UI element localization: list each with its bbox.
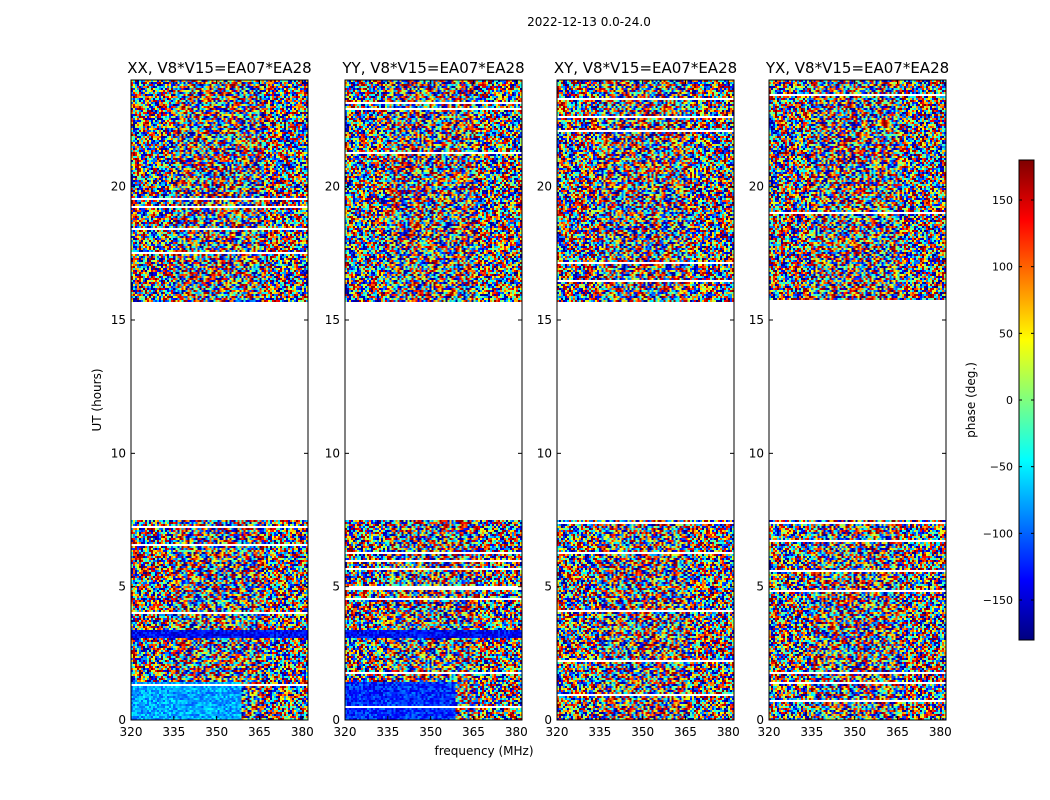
- x-tick-label: 380: [929, 725, 952, 739]
- y-tick-label: 20: [537, 180, 552, 194]
- panel-title-2: YY, V8*V15=EA07*EA28: [341, 59, 524, 77]
- y-tick-label: 10: [749, 446, 764, 460]
- y-tick-label: 15: [111, 313, 126, 327]
- colorbar: −150 −100 −50 0 50 100 150 phase (deg.): [964, 159, 1035, 641]
- y-tick-label: 5: [756, 580, 764, 594]
- panel-title-1: XX, V8*V15=EA07*EA28: [127, 59, 311, 77]
- heatmap-image-1: [131, 80, 308, 720]
- plot-frame-4: [768, 79, 947, 721]
- y-tick-label: 0: [332, 713, 340, 727]
- panel-title-4: YX, V8*V15=EA07*EA28: [765, 59, 949, 77]
- colorbar-tick-label: −50: [990, 461, 1013, 474]
- panel-title-3: XY, V8*V15=EA07*EA28: [554, 59, 737, 77]
- x-tick-label: 335: [376, 725, 399, 739]
- colorbar-tick-label: −100: [983, 527, 1013, 540]
- x-tick-label: 350: [419, 725, 442, 739]
- x-tick-label: 350: [205, 725, 228, 739]
- x-tick-label: 380: [505, 725, 528, 739]
- x-tick-label: 335: [800, 725, 823, 739]
- x-tick-label: 365: [462, 725, 485, 739]
- y-tick-label: 5: [544, 580, 552, 594]
- x-tick-label: 350: [843, 725, 866, 739]
- colorbar-tick-label: 50: [999, 327, 1013, 340]
- x-tick-label: 320: [758, 725, 781, 739]
- x-tick-label: 320: [546, 725, 569, 739]
- x-tick-label: 380: [717, 725, 740, 739]
- x-tick-label: 350: [631, 725, 654, 739]
- y-tick-label: 20: [749, 180, 764, 194]
- heatmap-panels: XX, V8*V15=EA07*EA28 320 335 350 365 380 0 5 10 1…: [111, 59, 952, 739]
- y-tick-label: 0: [756, 713, 764, 727]
- x-tick-label: 365: [674, 725, 697, 739]
- figure-title: 2022-12-13 0.0-24.0: [527, 15, 651, 29]
- y-tick-label: 20: [111, 180, 126, 194]
- x-axis-label: frequency (MHz): [434, 744, 533, 758]
- y-tick-label: 15: [749, 313, 764, 327]
- y-tick-label: 5: [332, 580, 340, 594]
- x-tick-label: 320: [334, 725, 357, 739]
- y-tick-label: 5: [118, 580, 126, 594]
- colorbar-tick-label: 150: [992, 194, 1013, 207]
- y-tick-label: 0: [544, 713, 552, 727]
- heatmap-image-3: [557, 80, 734, 720]
- plot-frame-2: [344, 79, 523, 721]
- colorbar-label: phase (deg.): [964, 362, 978, 438]
- plot-frame-3: [556, 79, 735, 721]
- y-tick-label: 20: [325, 180, 340, 194]
- x-tick-label: 320: [120, 725, 143, 739]
- y-tick-label: 15: [325, 313, 340, 327]
- heatmap-panel-3: XY, V8*V15=EA07*EA28 320 335 350 365 380 0 5 10 1…: [537, 59, 740, 739]
- colorbar-tick-label: 100: [992, 261, 1013, 274]
- y-tick-label: 15: [537, 313, 552, 327]
- colorbar-tick-label: 0: [1006, 394, 1013, 407]
- y-tick-label: 10: [325, 446, 340, 460]
- colorbar-ticks: −150 −100 −50 0 50 100 150: [983, 194, 1034, 607]
- x-tick-label: 365: [886, 725, 909, 739]
- colorbar-tick-label: −150: [983, 594, 1013, 607]
- x-tick-label: 335: [588, 725, 611, 739]
- y-axis-label: UT (hours): [90, 368, 104, 431]
- y-tick-label: 10: [537, 446, 552, 460]
- y-tick-label: 0: [118, 713, 126, 727]
- heatmap-panel-4: YX, V8*V15=EA07*EA28 320 335 350 365 380 0 5 10 1…: [749, 59, 952, 739]
- heatmap-image-4: [769, 80, 946, 720]
- heatmap-panel-2: YY, V8*V15=EA07*EA28 320 335 350 365 380 0 5 10 1…: [325, 59, 528, 739]
- x-tick-label: 365: [248, 725, 271, 739]
- heatmap-image-2: [345, 80, 522, 720]
- x-tick-label: 335: [162, 725, 185, 739]
- heatmap-panel-1: XX, V8*V15=EA07*EA28 320 335 350 365 380 0 5 10 1…: [111, 59, 314, 739]
- plot-frame-1: [130, 79, 309, 721]
- y-tick-label: 10: [111, 446, 126, 460]
- x-tick-label: 380: [291, 725, 314, 739]
